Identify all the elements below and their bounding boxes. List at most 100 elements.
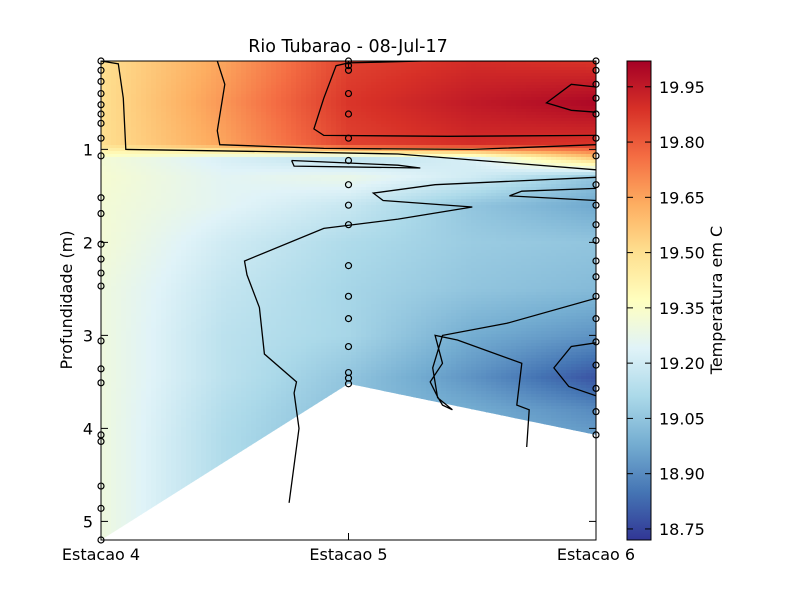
heat-cell [201,367,207,371]
heat-cell [111,217,117,221]
heat-cell [101,532,107,536]
heat-cell [251,475,257,479]
heat-cell [106,214,112,218]
heat-cell [116,295,122,299]
heat-cell [216,379,222,383]
heat-cell [156,130,162,134]
heat-cell [156,157,162,161]
heat-cell [186,76,192,80]
heat-cell [196,259,202,263]
heat-cell [221,208,227,212]
heat-cell [191,292,197,296]
heat-cell [171,496,177,500]
heat-cell [156,418,162,422]
heat-cell [161,79,167,83]
heat-cell [201,349,207,353]
heat-cell [101,298,107,302]
heat-cell [201,256,207,260]
heat-cell [141,196,147,200]
heat-cell [186,409,192,413]
heat-cell [181,184,187,188]
heat-cell [156,370,162,374]
heat-cell [176,151,182,155]
heat-cell [181,97,187,101]
heat-cell [171,457,177,461]
heat-cell [101,529,107,533]
heat-cell [116,148,122,152]
heat-cell [216,169,222,173]
heat-cell [141,199,147,203]
heat-cell [211,364,217,368]
heat-cell [166,73,172,77]
heat-cell [131,223,137,227]
heat-cell [126,181,132,185]
heat-cell [166,502,172,506]
heat-cell [131,277,137,281]
heat-cell [126,349,132,353]
heat-cell [151,205,157,209]
heat-cell [141,424,147,428]
heat-cell [186,322,192,326]
heat-cell [136,367,142,371]
heat-cell [206,211,212,215]
heat-cell [141,232,147,236]
heat-cell [171,139,177,143]
heat-cell [166,301,172,305]
heat-cell [101,199,107,203]
heat-cell [166,193,172,197]
heat-cell [121,430,127,434]
heat-cell [156,259,162,263]
heat-cell [126,277,132,281]
heat-cell [106,319,112,323]
heat-cell [166,79,172,83]
heat-cell [141,373,147,377]
heat-cell [171,364,177,368]
heat-cell [126,289,132,293]
heat-cell [116,415,122,419]
heat-cell [151,184,157,188]
heat-cell [211,226,217,230]
heat-cell [186,142,192,146]
heat-cell [226,505,232,509]
heat-cell [121,229,127,233]
heat-cell [221,535,227,539]
heat-cell [186,382,192,386]
heat-cell [141,94,147,98]
heat-cell [146,361,152,365]
heat-cell [241,457,247,461]
heat-cell [186,160,192,164]
heat-cell [186,301,192,305]
heat-cell [176,259,182,263]
heat-cell [171,346,177,350]
heat-cell [151,178,157,182]
heat-cell [186,466,192,470]
heat-cell [201,250,207,254]
heat-cell [166,334,172,338]
heat-cell [221,124,227,128]
heat-cell [221,529,227,533]
heat-cell [131,217,137,221]
heat-cell [196,100,202,104]
heat-cell [186,379,192,383]
heat-cell [106,169,112,173]
heat-cell [161,394,167,398]
heat-cell [236,532,242,536]
heat-cell [141,187,147,191]
heat-cell [146,94,152,98]
heat-cell [241,484,247,488]
heat-cell [141,172,147,176]
heat-cell [216,454,222,458]
heat-cell [216,190,222,194]
heat-cell [136,310,142,314]
heat-cell [176,496,182,500]
heat-cell [146,88,152,92]
heat-cell [176,280,182,284]
heat-cell [246,517,252,521]
heat-cell [186,391,192,395]
heat-cell [111,478,117,482]
heat-cell [191,154,197,158]
heat-cell [156,181,162,185]
heat-cell [171,487,177,491]
heat-cell [181,127,187,131]
heat-cell [121,166,127,170]
